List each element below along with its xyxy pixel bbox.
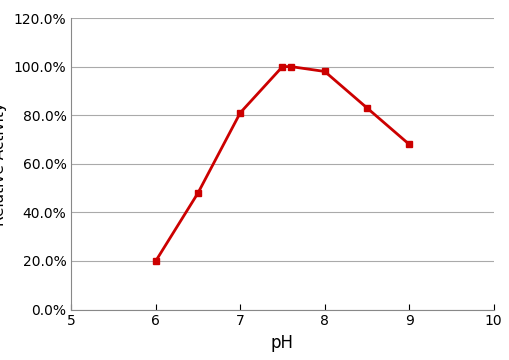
- X-axis label: pH: pH: [271, 334, 294, 352]
- Y-axis label: Relative Activity: Relative Activity: [0, 102, 7, 226]
